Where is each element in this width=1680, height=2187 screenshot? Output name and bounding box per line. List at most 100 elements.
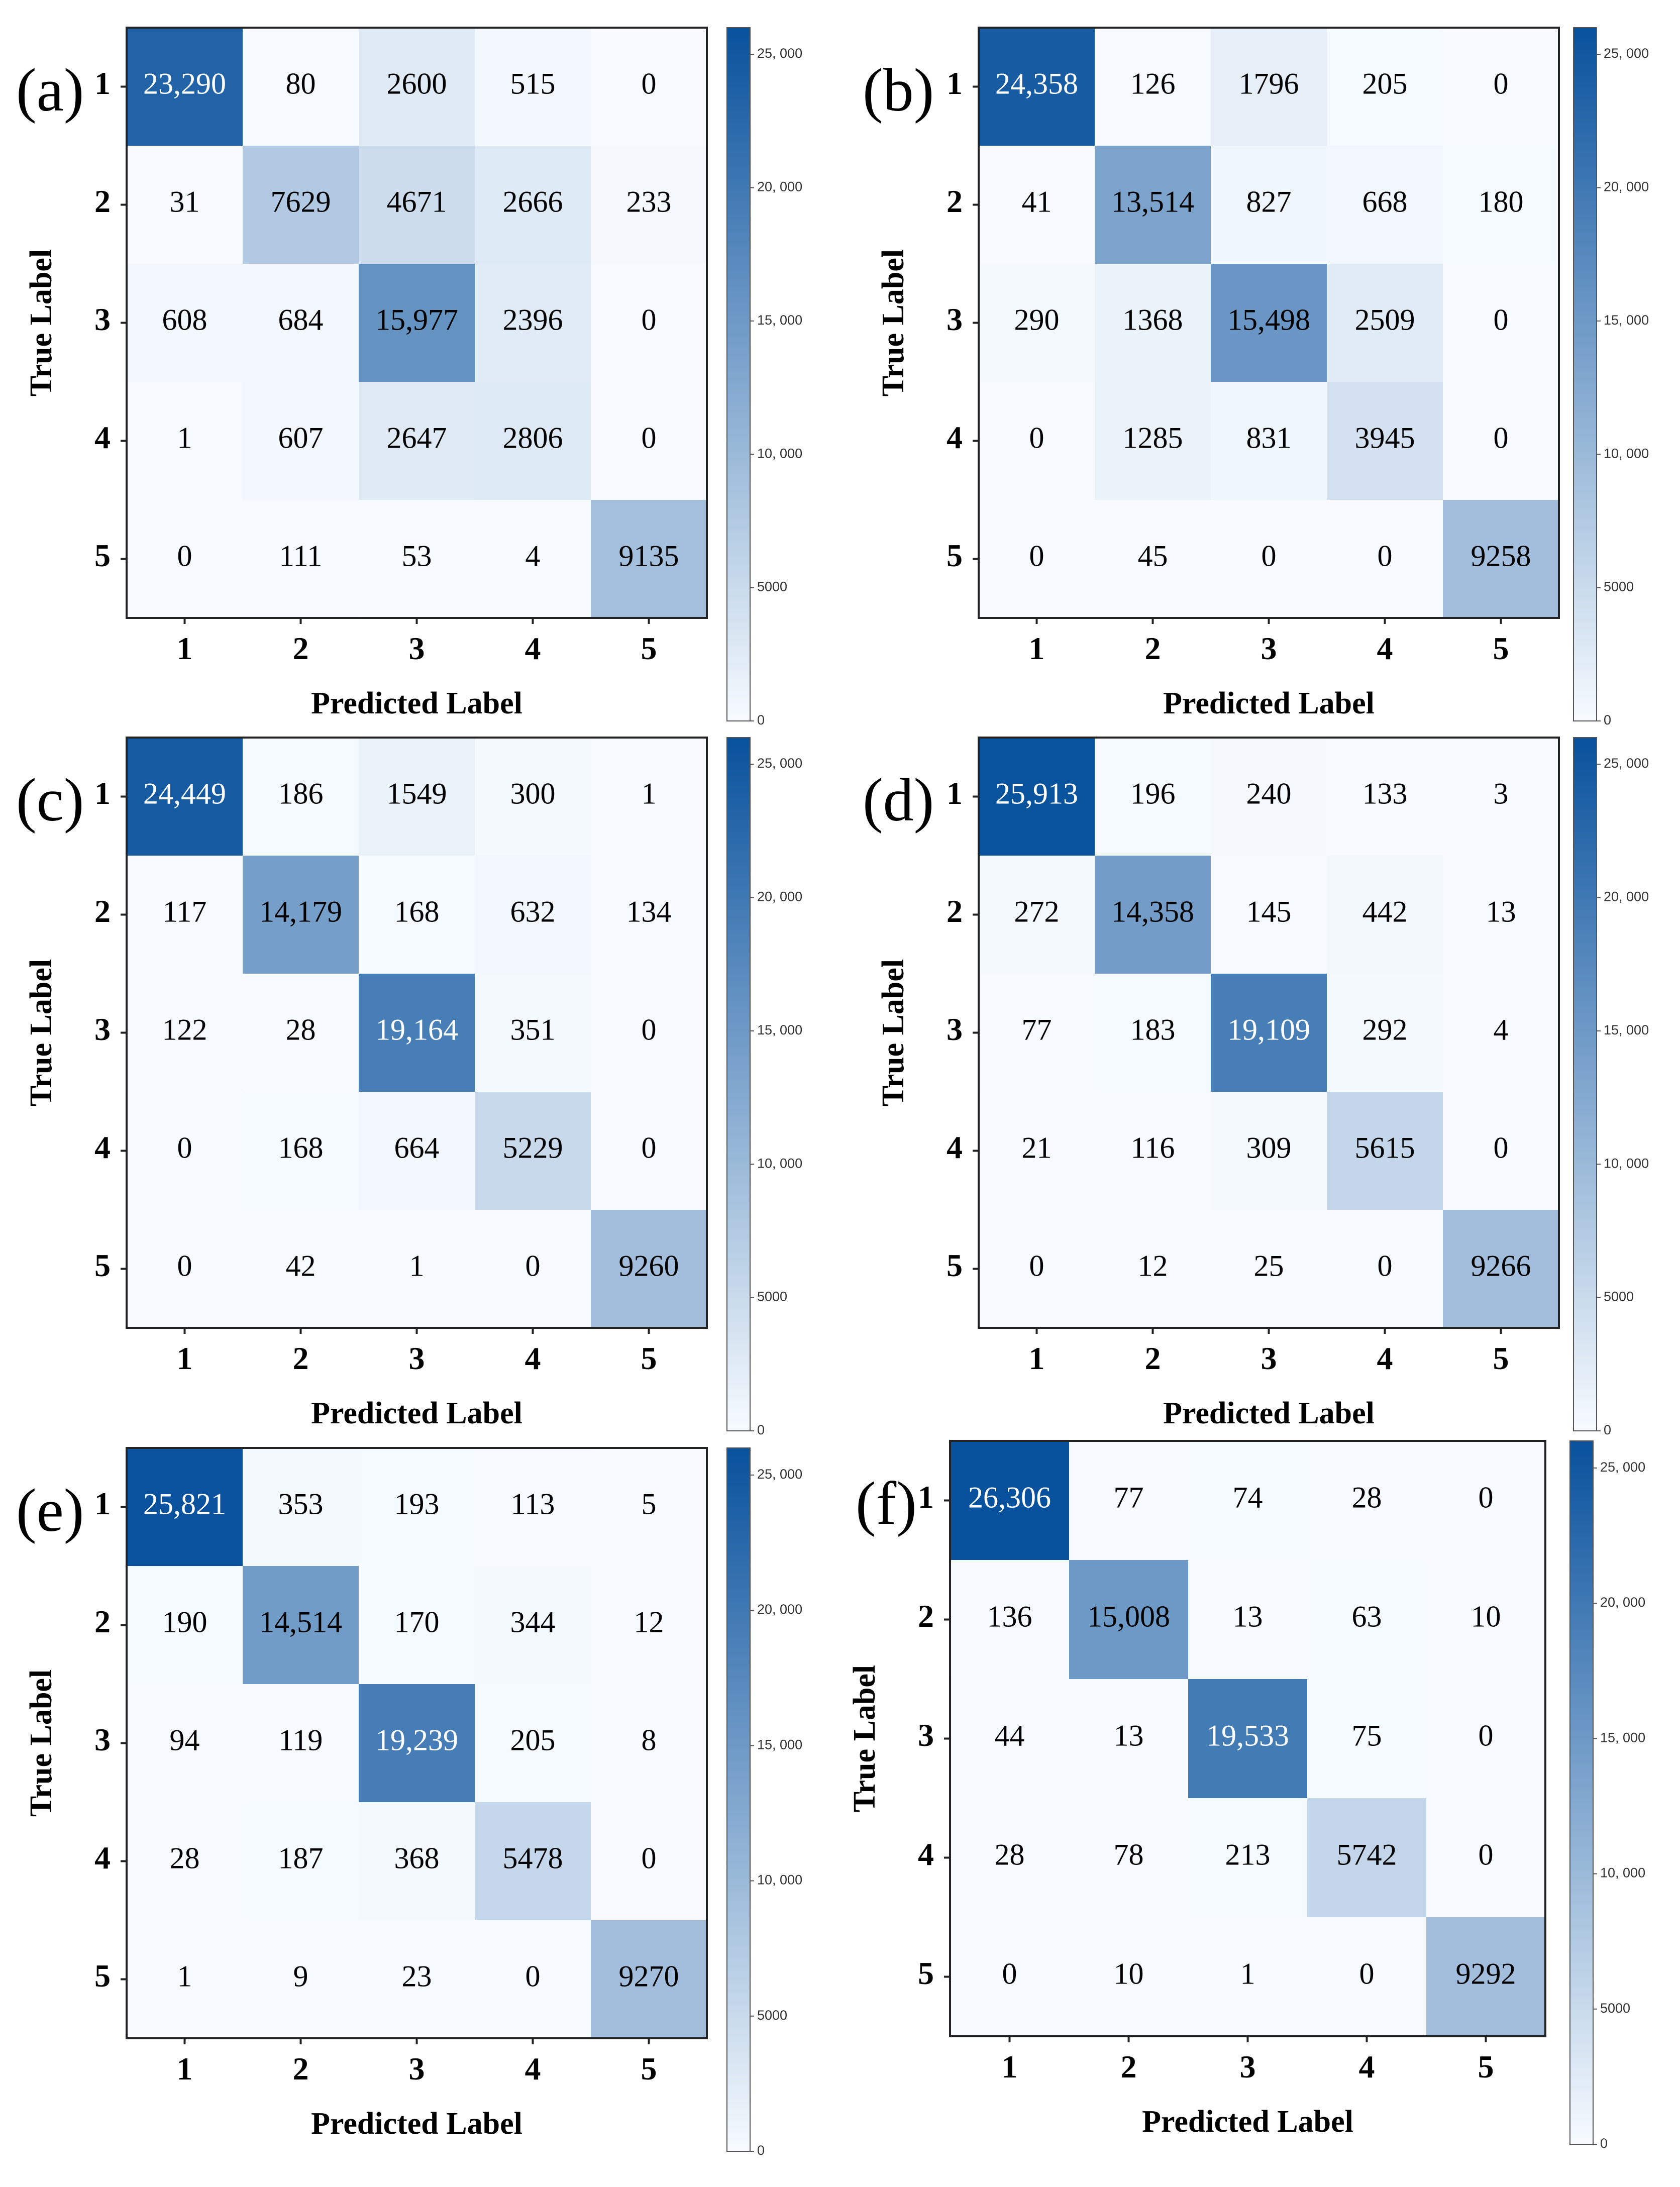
heatmap-cell — [1211, 974, 1327, 1092]
heatmap-cell — [1443, 146, 1559, 264]
heatmap-cell — [127, 738, 243, 856]
cell-value-label: 63 — [1352, 1600, 1382, 1633]
cell-value-label: 607 — [278, 421, 324, 454]
heatmap-cell — [1095, 1092, 1211, 1210]
cell-value-label: 0 — [642, 303, 657, 336]
cell-value-label: 1796 — [1239, 67, 1299, 100]
x-tick-label: 1 — [1002, 2049, 1018, 2085]
cell-value-label: 111 — [279, 539, 323, 572]
cell-value-label: 168 — [394, 895, 440, 928]
colorbar-tick-label: 10, 000 — [1604, 446, 1649, 461]
heatmap-cell — [1095, 738, 1211, 856]
heatmap-cell — [127, 1448, 243, 1566]
x-axis-title: Predicted Label — [1142, 2105, 1353, 2139]
x-tick-label: 5 — [641, 631, 657, 666]
heatmap-cell — [1188, 1679, 1307, 1798]
y-tick-label: 4 — [94, 1840, 111, 1876]
cell-value-label: 9266 — [1471, 1249, 1531, 1282]
heatmap-cell — [1069, 1917, 1188, 2036]
heatmap-cell — [1069, 1441, 1188, 1560]
y-tick-label: 3 — [94, 301, 111, 337]
heatmap-cell — [1443, 738, 1559, 856]
cell-value-label: 0 — [1029, 1249, 1044, 1282]
cell-value-label: 180 — [1479, 185, 1524, 218]
heatmap-cell — [127, 856, 243, 974]
y-tick-label: 4 — [94, 1129, 111, 1165]
x-axis-title: Predicted Label — [1163, 1396, 1375, 1430]
heatmap-cell — [591, 1920, 707, 2038]
heatmap-cell — [1211, 264, 1327, 382]
cell-value-label: 119 — [279, 1723, 323, 1756]
cell-value-label: 0 — [1029, 539, 1044, 572]
cell-value-label: 9 — [293, 1959, 308, 1993]
heatmap-cell — [127, 1684, 243, 1802]
cell-value-label: 1 — [177, 421, 192, 454]
cell-value-label: 133 — [1362, 777, 1408, 810]
cell-value-label: 78 — [1114, 1838, 1144, 1871]
colorbar-tick-label: 25, 000 — [1600, 1460, 1645, 1475]
heatmap-cell — [1188, 1917, 1307, 2036]
cell-value-label: 21 — [1022, 1131, 1052, 1164]
heatmap-cell — [1188, 1798, 1307, 1917]
y-tick-label: 3 — [94, 1722, 111, 1757]
cell-value-label: 145 — [1246, 895, 1292, 928]
colorbar-tick-label: 20, 000 — [1604, 179, 1649, 194]
colorbar-tick-label: 20, 000 — [757, 1602, 802, 1617]
heatmap-cell — [1327, 264, 1443, 382]
heatmap-cell — [950, 1441, 1069, 1560]
heatmap-cell — [359, 146, 475, 264]
cell-value-label: 41 — [1022, 185, 1052, 218]
cell-value-label: 14,179 — [259, 895, 342, 928]
heatmap-cell — [475, 500, 591, 618]
cell-value-label: 9260 — [619, 1249, 679, 1282]
cell-value-label: 77 — [1114, 1481, 1144, 1514]
y-tick-label: 4 — [947, 420, 963, 455]
heatmap-cell — [1443, 856, 1559, 974]
y-tick-label: 2 — [918, 1598, 934, 1634]
heatmap-cell — [359, 28, 475, 146]
cell-value-label: 2647 — [387, 421, 447, 454]
heatmap-cell — [243, 1684, 359, 1802]
heatmap-cell — [1069, 1679, 1188, 1798]
heatmap-cell — [243, 264, 359, 382]
cell-value-label: 5478 — [503, 1841, 563, 1874]
heatmap-cell — [1327, 738, 1443, 856]
heatmap-cell — [591, 500, 707, 618]
cell-value-label: 74 — [1233, 1481, 1263, 1514]
heatmap-cell — [591, 1210, 707, 1328]
cell-value-label: 442 — [1362, 895, 1408, 928]
cell-value-label: 183 — [1130, 1013, 1176, 1046]
cell-value-label: 28 — [1352, 1481, 1382, 1514]
cell-value-label: 186 — [278, 777, 324, 810]
y-axis-title: True Label — [848, 1665, 882, 1812]
heatmap-cell — [127, 382, 243, 500]
cell-value-label: 0 — [642, 1013, 657, 1046]
heatmap-cell — [591, 738, 707, 856]
x-tick-label: 5 — [1493, 631, 1509, 666]
heatmap-cell — [1211, 146, 1327, 264]
cell-value-label: 75 — [1352, 1719, 1382, 1752]
x-tick-label: 1 — [177, 631, 193, 666]
heatmap-cell — [475, 738, 591, 856]
heatmap-cell — [475, 856, 591, 974]
heatmap-cell — [591, 1448, 707, 1566]
cell-value-label: 19,239 — [375, 1723, 458, 1756]
cell-value-label: 1 — [642, 777, 657, 810]
y-tick-label: 4 — [947, 1129, 963, 1165]
heatmap-cell — [475, 146, 591, 264]
cell-value-label: 25 — [1254, 1249, 1284, 1282]
cell-value-label: 2600 — [387, 67, 447, 100]
heatmap-cell — [979, 382, 1095, 500]
x-tick-label: 5 — [1478, 2049, 1494, 2085]
colorbar-tick-label: 10, 000 — [757, 446, 802, 461]
x-tick-label: 5 — [1493, 1340, 1509, 1376]
heatmap-cell — [475, 1684, 591, 1802]
cell-value-label: 42 — [286, 1249, 316, 1282]
y-tick-label: 2 — [94, 893, 111, 929]
cell-value-label: 26,306 — [968, 1481, 1051, 1514]
x-tick-label: 4 — [1359, 2049, 1375, 2085]
heatmap-cell — [127, 1092, 243, 1210]
cell-value-label: 353 — [278, 1487, 324, 1520]
